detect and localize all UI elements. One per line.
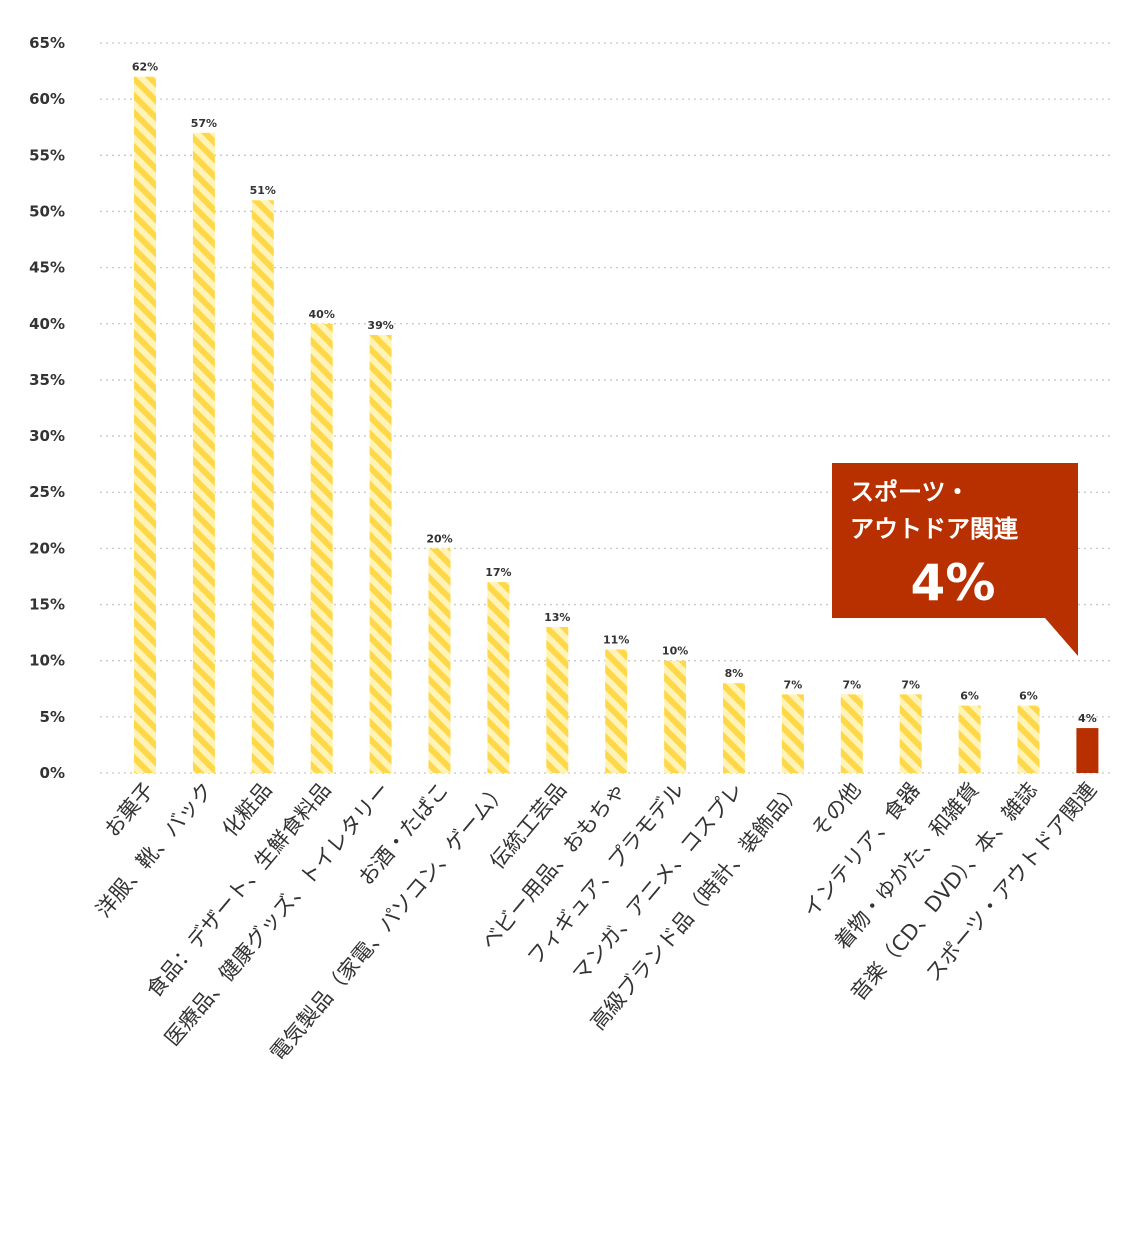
bar	[1017, 705, 1040, 773]
highlight-callout: スポーツ・ アウトドア関連 4%	[832, 463, 1078, 656]
y-tick-label: 35%	[29, 371, 65, 389]
data-label: 13%	[544, 611, 570, 624]
callout-box	[832, 463, 1078, 656]
bar	[192, 132, 215, 773]
y-tick-label: 15%	[29, 596, 65, 614]
data-label: 8%	[725, 667, 744, 680]
bar	[899, 694, 922, 773]
y-tick-label: 0%	[40, 764, 65, 782]
callout-line1: スポーツ・	[850, 478, 970, 506]
data-label: 7%	[901, 678, 920, 691]
data-label: 51%	[250, 184, 276, 197]
category-label: お菓子	[100, 778, 159, 842]
data-label: 10%	[662, 645, 688, 658]
data-label: 7%	[784, 678, 803, 691]
gridlines	[100, 42, 1110, 774]
y-tick-label: 5%	[40, 708, 65, 726]
bar	[958, 705, 981, 773]
data-label: 20%	[426, 532, 452, 545]
data-label: 6%	[960, 690, 979, 703]
data-label: 62%	[132, 61, 158, 74]
bar	[723, 683, 745, 773]
category-label: 化粧品	[218, 778, 277, 842]
bar	[251, 200, 274, 773]
bar	[369, 335, 392, 773]
bar	[546, 627, 569, 773]
bar	[840, 694, 863, 773]
data-label: 39%	[367, 319, 393, 332]
y-axis-ticks: 0% 5% 10% 15% 20% 25% 30% 35% 40% 45% 50% 55% 60% 65%	[29, 34, 65, 782]
callout-line2: アウトドア関連	[850, 515, 1019, 543]
bar	[310, 323, 333, 773]
y-tick-label: 40%	[29, 315, 65, 333]
data-label: 11%	[603, 633, 629, 646]
y-tick-label: 10%	[29, 652, 65, 670]
y-tick-label: 50%	[29, 202, 65, 220]
bars	[134, 76, 1099, 773]
category-label: 洋服、靴、バック	[91, 778, 217, 922]
bar	[664, 660, 687, 773]
data-labels: 62% 57% 51% 40% 39% 20% 17% 13% 11% 10% 8% 7% 7% 7% 6%…	[132, 61, 1097, 725]
bar	[1076, 728, 1099, 773]
data-label: 6%	[1019, 690, 1038, 703]
data-label: 40%	[309, 308, 335, 321]
bar	[487, 582, 510, 773]
y-tick-label: 25%	[29, 483, 65, 501]
bar	[428, 548, 451, 773]
y-tick-label: 20%	[29, 539, 65, 557]
data-label: 7%	[842, 678, 861, 691]
category-label: その他	[807, 778, 866, 842]
data-label: 4%	[1078, 712, 1097, 725]
bar	[605, 649, 628, 773]
bar	[781, 694, 804, 773]
bar	[134, 76, 156, 773]
y-tick-label: 30%	[29, 427, 65, 445]
data-label: 57%	[191, 117, 217, 130]
y-tick-label: 65%	[29, 34, 65, 52]
y-tick-label: 60%	[29, 90, 65, 108]
callout-value: 4%	[911, 554, 996, 612]
data-label: 17%	[485, 566, 511, 579]
y-tick-label: 55%	[29, 146, 65, 164]
y-tick-label: 45%	[29, 259, 65, 277]
